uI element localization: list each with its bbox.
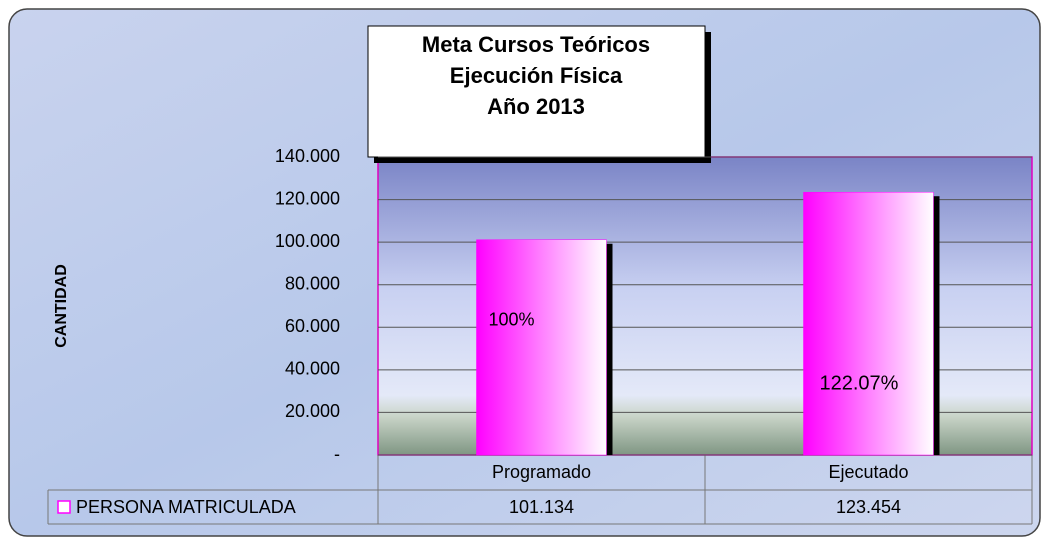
y-tick-label: 40.000	[285, 359, 340, 379]
data-table-value: 101.134	[509, 497, 574, 517]
annotation: 122.07%	[820, 372, 899, 394]
y-tick-label: 100.000	[275, 231, 340, 251]
y-tick-label: 60.000	[285, 316, 340, 336]
chart-title: Año 2013	[487, 94, 585, 119]
y-tick-label: 80.000	[285, 273, 340, 293]
annotation: 100%	[489, 309, 535, 329]
y-axis-label: CANTIDAD	[53, 264, 70, 348]
data-table-value: 123.454	[836, 497, 901, 517]
title-box	[367, 25, 706, 158]
y-tick-label: 120.000	[275, 188, 340, 208]
legend-label: PERSONA MATRICULADA	[76, 497, 296, 517]
x-tick-label: Programado	[492, 462, 591, 482]
y-tick-label: 140.000	[275, 146, 340, 166]
chart-title: Meta Cursos Teóricos	[422, 32, 650, 57]
y-tick-label: 20.000	[285, 401, 340, 421]
x-tick-label: Ejecutado	[828, 462, 908, 482]
bar	[803, 191, 934, 456]
chart-title: Ejecución Física	[450, 63, 623, 88]
legend-key	[57, 500, 71, 514]
y-tick-label: -	[334, 444, 340, 464]
bar	[476, 239, 607, 456]
